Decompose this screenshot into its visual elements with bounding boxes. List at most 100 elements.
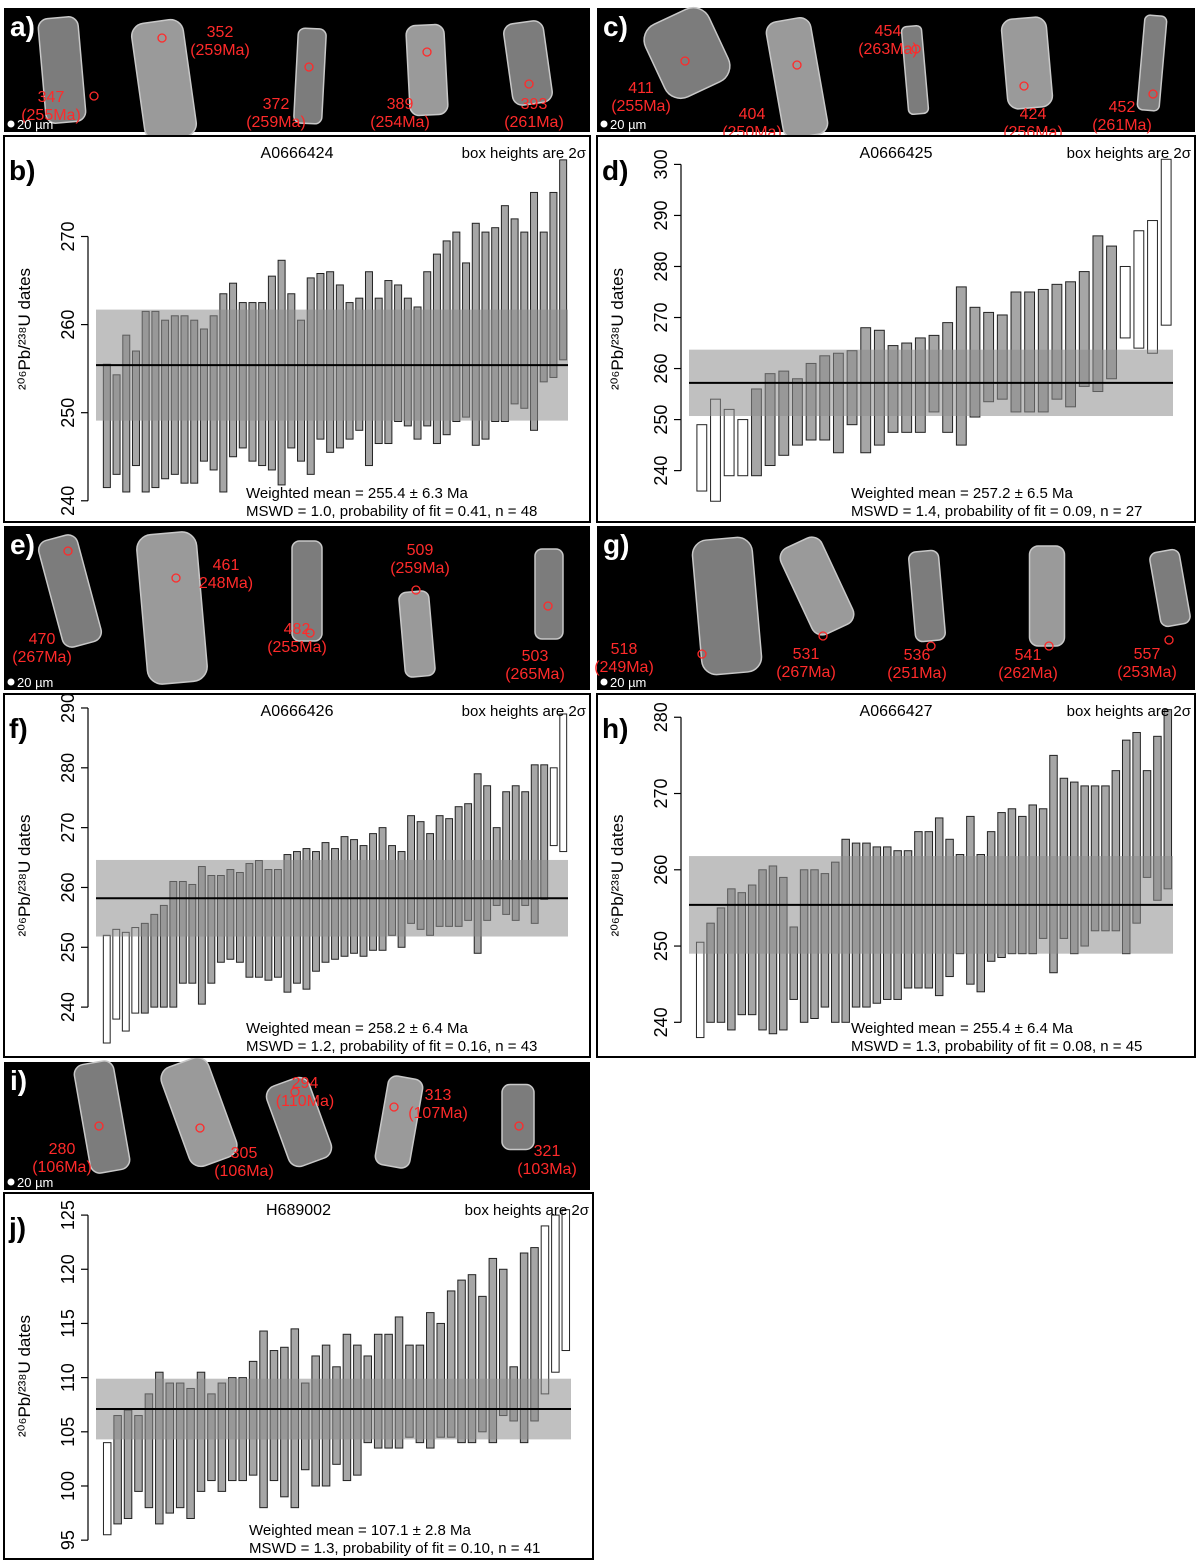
chart-note: box heights are 2σ [462, 145, 587, 162]
zircon-grain [294, 28, 327, 124]
spot-age: (249Ma) [594, 659, 654, 676]
spot-id: 294 [292, 1075, 319, 1092]
y-tick-label: 260 [651, 855, 671, 885]
spot-age: (267Ma) [12, 649, 72, 666]
chart-frame [597, 136, 1195, 522]
date-box [1134, 231, 1144, 348]
date-box [122, 932, 129, 1031]
date-box [724, 409, 734, 475]
spot-id: 280 [49, 1141, 76, 1158]
date-box [552, 1215, 560, 1372]
scale-dot [8, 679, 15, 686]
scale-dot [601, 679, 608, 686]
chart-title: A0666424 [261, 145, 334, 162]
scale-dot [8, 1179, 15, 1186]
spot-id: 347 [38, 89, 65, 106]
y-tick-label: 250 [58, 932, 78, 962]
chart-note: box heights are 2σ [1067, 703, 1192, 720]
figure: 347(255Ma)352(259Ma)372(259Ma)389(254Ma)… [0, 0, 1199, 1562]
panel-label: a) [10, 11, 35, 42]
spot-age: (251Ma) [887, 665, 947, 682]
y-tick-label: 250 [651, 931, 671, 961]
date-box [696, 942, 703, 1037]
spot-id: 352 [207, 24, 234, 41]
spot-id: 482 [284, 621, 311, 638]
spot-id: 313 [425, 1087, 452, 1104]
y-tick-label: 250 [58, 398, 78, 428]
y-tick-label: 240 [651, 1007, 671, 1037]
panel-label: e) [10, 529, 35, 560]
y-tick-label: 290 [58, 693, 78, 723]
spot-id: 509 [407, 542, 434, 559]
y-axis-label: ²⁰⁶Pb/²³⁸U dates [15, 814, 34, 936]
zircon-grain [1030, 546, 1065, 646]
spot-age: (261Ma) [504, 114, 564, 131]
stats-label: MSWD = 1.4, probability of fit = 0.09, n… [851, 503, 1142, 520]
y-tick-label: 280 [651, 251, 671, 281]
spot-age: (107Ma) [408, 1105, 468, 1122]
chart-note: box heights are 2σ [465, 1202, 590, 1219]
date-box [141, 923, 148, 1013]
zircon-grain [136, 531, 209, 686]
spot-id: 305 [231, 1145, 258, 1162]
date-box [113, 929, 120, 1019]
panel-label: f) [9, 713, 28, 744]
y-tick-label: 240 [58, 992, 78, 1022]
spot-id: 536 [904, 647, 931, 664]
mean-label: Weighted mean = 255.4 ± 6.4 Ma [851, 1020, 1074, 1037]
y-tick-label: 270 [651, 302, 671, 332]
y-tick-label: 115 [58, 1309, 78, 1338]
spot-id: 461 [213, 557, 240, 574]
mean-label: Weighted mean = 255.4 ± 6.3 Ma [246, 485, 469, 502]
spot-id: 541 [1015, 647, 1042, 664]
date-box [103, 935, 110, 1043]
y-axis-label: ²⁰⁶Pb/²³⁸U dates [15, 268, 34, 390]
y-axis-label: ²⁰⁶Pb/²³⁸U dates [608, 268, 627, 390]
spot-id: 452 [1109, 99, 1136, 116]
panel-label: h) [602, 713, 628, 744]
chart-title: A0666427 [860, 703, 933, 720]
y-tick-label: 125 [58, 1200, 78, 1230]
scale-dot [8, 121, 15, 128]
panel-label: c) [603, 11, 628, 42]
date-box [560, 714, 567, 852]
stats-label: MSWD = 1.0, probability of fit = 0.41, n… [246, 503, 537, 520]
spot-age: (255Ma) [611, 98, 671, 115]
spot-age: (259Ma) [390, 560, 450, 577]
spot-age: (106Ma) [32, 1159, 92, 1176]
spot-age: (110Ma) [276, 1093, 334, 1110]
y-tick-label: 270 [58, 221, 78, 251]
chart-title: A0666425 [860, 145, 933, 162]
date-box [103, 1443, 111, 1535]
spot-age: (255Ma) [267, 639, 327, 656]
chart-title: H689002 [266, 1202, 331, 1219]
zircon-grain [502, 1085, 534, 1150]
chart-title: A0666426 [261, 703, 334, 720]
zircon-grain [398, 590, 435, 677]
stats-label: MSWD = 1.3, probability of fit = 0.08, n… [851, 1038, 1142, 1055]
y-tick-label: 240 [651, 456, 671, 486]
y-tick-label: 260 [58, 872, 78, 902]
scale-dot [601, 121, 608, 128]
spot-age: (267Ma) [776, 664, 836, 681]
date-box [562, 1210, 570, 1351]
zircon-grain [1001, 16, 1054, 110]
date-box [541, 1226, 549, 1394]
scale-label: 20 µm [17, 1175, 53, 1190]
spot-id: 411 [628, 80, 654, 97]
y-axis-label: ²⁰⁶Pb/²³⁸U dates [15, 1315, 34, 1437]
y-tick-label: 290 [651, 200, 671, 230]
date-box [1161, 159, 1171, 325]
spot-id: 503 [522, 648, 549, 665]
date-box [550, 768, 557, 846]
spot-id: 404 [739, 106, 766, 123]
chart-note: box heights are 2σ [462, 703, 587, 720]
y-tick-label: 250 [651, 405, 671, 435]
spot-age: (263Ma) [858, 41, 918, 58]
date-box [1148, 221, 1158, 354]
spot-age: (253Ma) [1117, 664, 1177, 681]
spot-age: (259Ma) [246, 114, 306, 131]
spot-id: 531 [793, 646, 820, 663]
spot-id: 389 [387, 96, 414, 113]
y-tick-label: 95 [58, 1530, 78, 1550]
